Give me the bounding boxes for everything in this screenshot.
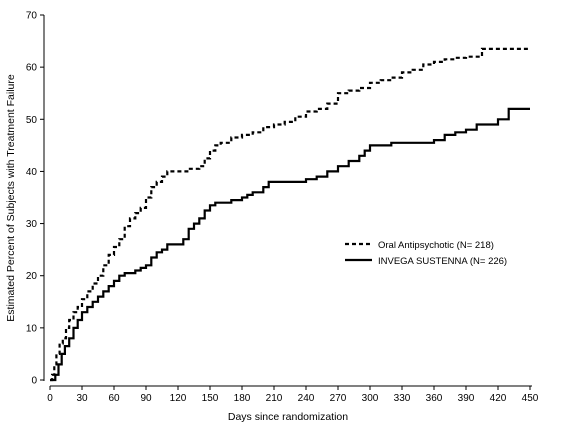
legend-label-oral-antipsychotic: Oral Antipsychotic (N= 218) <box>378 240 494 251</box>
y-tick-label: 20 <box>26 271 38 282</box>
y-tick-label: 70 <box>26 11 38 22</box>
x-tick-label: 0 <box>47 393 53 404</box>
x-tick-label: 210 <box>266 393 283 404</box>
x-tick-label: 330 <box>394 393 411 404</box>
y-tick-label: 0 <box>31 376 37 387</box>
series-layer <box>50 47 530 382</box>
y-tick-label: 10 <box>26 323 38 334</box>
y-tick-label: 40 <box>26 167 38 178</box>
x-tick-label: 60 <box>108 393 120 404</box>
x-tick-label: 150 <box>202 393 219 404</box>
legend: Oral Antipsychotic (N= 218) INVEGA SUSTE… <box>345 240 507 267</box>
legend-label-invega-sustenna: INVEGA SUSTENNA (N= 226) <box>378 256 507 267</box>
x-tick-label: 270 <box>330 393 347 404</box>
x-tick-label: 180 <box>234 393 251 404</box>
x-axis-title: Days since randomization <box>228 411 348 423</box>
x-tick-label: 300 <box>362 393 379 404</box>
y-ticks: 0 10 20 30 40 50 60 70 <box>26 11 44 387</box>
x-ticks: 0 30 60 90 120 150 180 210 240 270 300 330 360 390 420… <box>47 386 539 404</box>
y-tick-label: 30 <box>26 219 38 230</box>
x-tick-label: 30 <box>76 393 88 404</box>
x-tick-label: 390 <box>458 393 475 404</box>
x-tick-label: 90 <box>140 393 152 404</box>
x-tick-label: 120 <box>170 393 187 404</box>
series-line-oral-antipsychotic <box>50 47 530 382</box>
x-tick-label: 450 <box>522 393 539 404</box>
x-tick-label: 420 <box>490 393 507 404</box>
y-tick-label: 60 <box>26 63 38 74</box>
x-tick-label: 360 <box>426 393 443 404</box>
x-tick-label: 240 <box>298 393 315 404</box>
y-tick-label: 50 <box>26 115 38 126</box>
series-line-invega-sustenna <box>50 107 530 382</box>
y-axis-title: Estimated Percent of Subjects with Treat… <box>5 74 17 322</box>
axes: 0 30 60 90 120 150 180 210 240 270 300 330 360 390 420… <box>26 11 539 405</box>
